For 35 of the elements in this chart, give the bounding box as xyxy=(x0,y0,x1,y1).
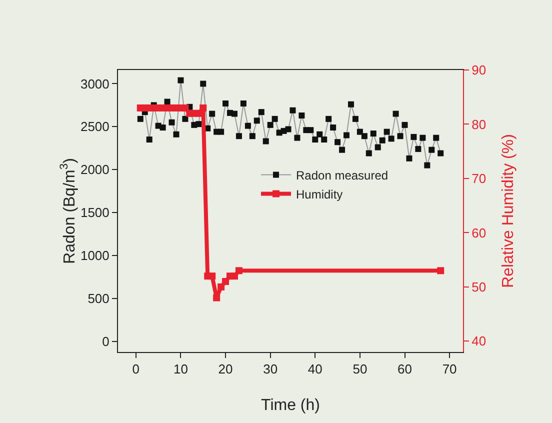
point xyxy=(195,110,202,117)
y2-tick-label: 80 xyxy=(472,116,486,132)
y2-tick-label: 90 xyxy=(472,62,486,78)
x-axis-title: Time (h) xyxy=(261,397,320,414)
y-tick-label: 3000 xyxy=(80,76,110,92)
point xyxy=(200,104,207,112)
x-tick-label: 20 xyxy=(218,362,233,377)
x-tick-label: 0 xyxy=(132,362,140,377)
y-tick-label: 2500 xyxy=(80,119,110,134)
x-tick-label: 10 xyxy=(173,362,188,377)
point xyxy=(208,272,216,280)
point xyxy=(218,283,225,290)
y2-axis-title: Relative Humidity (%) xyxy=(500,134,517,288)
point xyxy=(213,294,220,302)
point xyxy=(437,267,444,274)
x-tick-label: 30 xyxy=(263,362,278,377)
x-tick-label: 50 xyxy=(352,362,368,377)
y-tick-label: 0 xyxy=(102,334,110,349)
y2-tick-label: 40 xyxy=(472,334,486,349)
x-tick-label: 40 xyxy=(308,362,322,377)
y-tick-label: 1000 xyxy=(80,248,110,263)
x-tick-label: 60 xyxy=(398,362,412,377)
point xyxy=(182,104,189,112)
y-tick-label: 500 xyxy=(88,290,110,306)
point xyxy=(235,267,242,274)
legend-label: Humidity xyxy=(296,187,343,202)
x-tick-label: 70 xyxy=(442,362,457,377)
y2-tick-label: 70 xyxy=(472,171,486,186)
point xyxy=(222,278,230,285)
legend-label: Radon measured xyxy=(296,168,388,182)
y2-tick-label: 50 xyxy=(472,279,486,294)
y2-tick-label: 60 xyxy=(472,225,486,240)
y-tick-label: 2000 xyxy=(80,162,110,178)
point xyxy=(230,272,238,280)
y-tick-label: 1500 xyxy=(80,205,110,220)
